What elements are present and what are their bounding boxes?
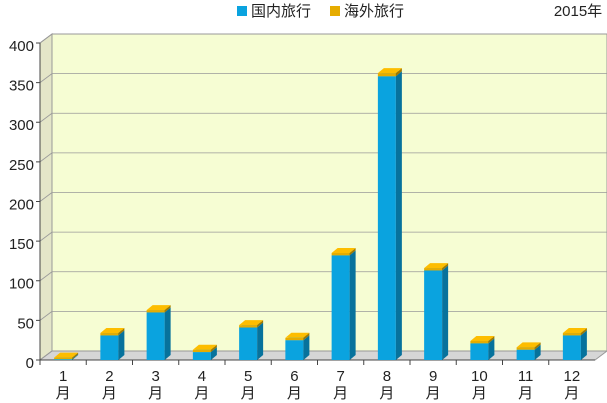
grid-line xyxy=(39,33,53,44)
grid-line xyxy=(39,73,53,83)
y-tick-label: 50 xyxy=(17,315,34,332)
y-tick-label: 300 xyxy=(9,117,34,134)
y-tick-label: 200 xyxy=(9,196,34,213)
bar-side xyxy=(118,330,125,360)
y-tick-label: 250 xyxy=(9,157,34,174)
bar-side xyxy=(395,68,402,77)
x-tick-label: 5月 xyxy=(240,368,256,402)
bar-side xyxy=(257,322,264,360)
bar-segment xyxy=(562,335,581,360)
bar-side xyxy=(72,354,79,360)
bar-side xyxy=(72,352,79,360)
bar-side xyxy=(534,344,541,360)
grid-line xyxy=(39,192,53,202)
bar-segment xyxy=(377,73,396,77)
bar-segment xyxy=(146,312,165,360)
y-tick-label: 350 xyxy=(9,78,34,95)
bar-top xyxy=(331,248,356,254)
bar-segment xyxy=(192,349,211,353)
bar-side xyxy=(257,320,264,328)
bar-side xyxy=(580,330,587,360)
bar-segment xyxy=(239,325,258,328)
x-tick-label: 1月 xyxy=(55,368,71,402)
bar-top xyxy=(192,344,217,350)
bar-side xyxy=(164,305,171,313)
bar-top xyxy=(516,342,541,348)
bar-side xyxy=(534,342,541,350)
bar-segment xyxy=(377,76,396,360)
bar-segment xyxy=(54,359,73,360)
year-label: 2015年 xyxy=(554,3,602,20)
bar-top xyxy=(285,332,310,338)
grid-line xyxy=(39,350,53,361)
y-tick-label: 150 xyxy=(9,236,34,253)
legend-label: 国内旅行 xyxy=(251,3,311,20)
bar-side xyxy=(164,307,171,360)
bar-side xyxy=(349,250,356,360)
bar-top xyxy=(100,328,125,334)
bar-top xyxy=(146,305,171,311)
bar-segment xyxy=(100,333,119,336)
bar-side xyxy=(303,335,310,360)
y-tick-label: 400 xyxy=(9,38,34,55)
x-tick-label: 12月 xyxy=(563,368,581,402)
x-tick-label: 6月 xyxy=(286,368,302,402)
bar-segment xyxy=(54,357,73,360)
bar-top xyxy=(54,352,79,358)
bar-side xyxy=(210,344,217,353)
bar-segment xyxy=(424,268,443,271)
bar-side xyxy=(395,71,402,360)
bar-side xyxy=(118,328,125,336)
grid-line xyxy=(39,231,53,242)
grid-line xyxy=(39,152,53,163)
y-tick-label: 100 xyxy=(9,276,34,293)
bar-side xyxy=(442,263,449,271)
legend-label: 海外旅行 xyxy=(344,3,404,20)
bar-segment xyxy=(424,270,443,360)
bar-side xyxy=(349,248,356,256)
x-tick-label: 4月 xyxy=(194,368,210,402)
bar-segment xyxy=(516,349,535,360)
bar-side xyxy=(580,328,587,336)
x-tick-label: 11月 xyxy=(517,368,534,402)
grid-line xyxy=(39,271,53,282)
bar-side xyxy=(303,332,310,341)
x-tick-label: 7月 xyxy=(333,368,349,402)
bar-segment xyxy=(562,333,581,336)
bar-segment xyxy=(331,255,350,360)
grid-line xyxy=(39,112,53,123)
bar-segment xyxy=(285,340,304,360)
bar-segment xyxy=(100,335,119,360)
x-tick-label: 9月 xyxy=(425,368,441,402)
bar-side xyxy=(488,335,495,344)
bar-side xyxy=(442,265,449,360)
x-tick-label: 10月 xyxy=(471,368,488,402)
bar-side xyxy=(210,347,217,360)
x-tick-label: 8月 xyxy=(379,368,395,402)
bar-top xyxy=(470,335,495,341)
bar-segment xyxy=(470,340,489,344)
x-tick-label: 2月 xyxy=(101,368,117,402)
bar-segment xyxy=(331,253,350,256)
bar-top xyxy=(377,68,402,74)
legend-swatch xyxy=(330,6,340,16)
bar-side xyxy=(488,338,495,360)
bar-segment xyxy=(285,337,304,341)
y-tick-label: 0 xyxy=(26,355,34,372)
legend-swatch xyxy=(237,6,247,16)
bar-segment xyxy=(516,347,535,350)
bar-top xyxy=(424,263,449,269)
bar-segment xyxy=(146,310,165,313)
bar-segment xyxy=(470,343,489,360)
bar-segment xyxy=(239,327,258,360)
x-tick-label: 3月 xyxy=(148,368,164,402)
grid-line xyxy=(39,311,53,321)
bar-top xyxy=(562,328,587,334)
bar-top xyxy=(239,320,264,326)
bar-segment xyxy=(192,352,211,360)
